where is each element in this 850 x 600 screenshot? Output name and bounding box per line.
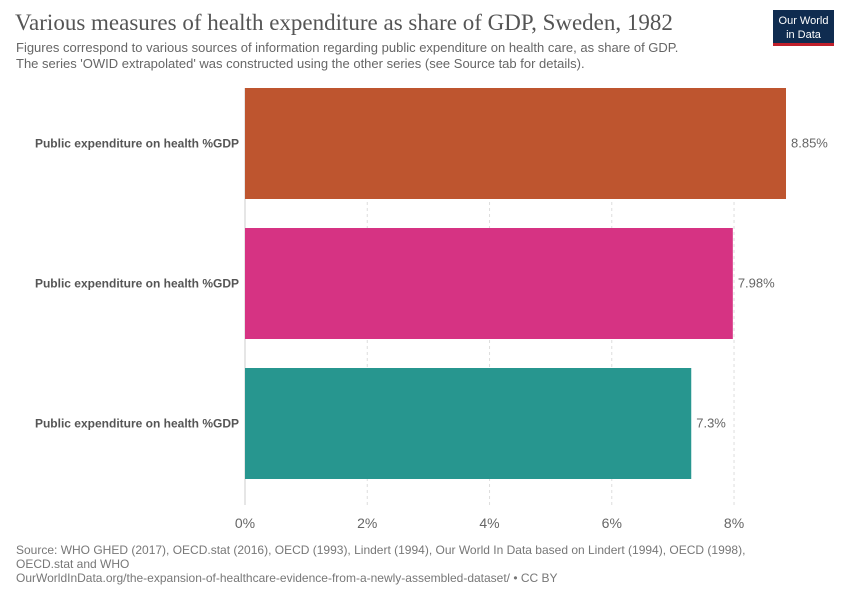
logo-line-1: Our World	[778, 15, 829, 27]
source-line-1: Source: WHO GHED (2017), OECD.stat (2016…	[16, 543, 746, 557]
value-label: 7.98%	[738, 276, 775, 291]
subtitle-line-2: The series 'OWID extrapolated' was const…	[16, 56, 585, 71]
x-tick-label: 2%	[357, 515, 377, 531]
x-tick-label: 0%	[235, 515, 255, 531]
x-tick-label: 4%	[479, 515, 499, 531]
value-label: 7.3%	[696, 416, 726, 431]
x-tick-label: 6%	[602, 515, 622, 531]
logo-line-2: in Data	[786, 29, 821, 41]
owid-logo[interactable]: Our World in Data	[773, 10, 834, 46]
subtitle-line-1: Figures correspond to various sources of…	[16, 40, 679, 55]
bar[interactable]	[245, 368, 692, 479]
value-label: 8.85%	[791, 136, 828, 151]
source-url-line[interactable]: OurWorldInData.org/the-expansion-of-heal…	[16, 571, 558, 585]
x-tick-label: 8%	[724, 515, 744, 531]
bar[interactable]	[245, 228, 733, 339]
category-label: Public expenditure on health %GDP	[35, 277, 239, 291]
category-label: Public expenditure on health %GDP	[35, 137, 239, 151]
chart-footer: Source: WHO GHED (2017), OECD.stat (2016…	[16, 543, 816, 585]
bar[interactable]	[245, 88, 786, 199]
chart-subtitle: Figures correspond to various sources of…	[16, 40, 678, 72]
category-label: Public expenditure on health %GDP	[35, 417, 239, 431]
source-line-2: OECD.stat and WHO	[16, 557, 130, 571]
chart-title: Various measures of health expenditure a…	[15, 10, 673, 35]
